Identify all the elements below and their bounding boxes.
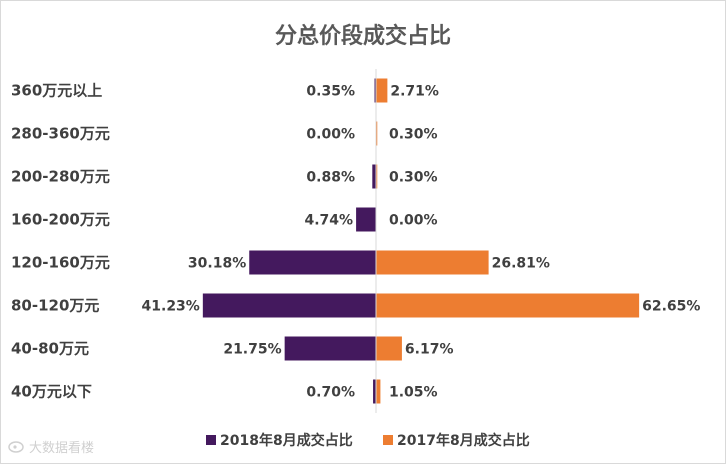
data-label-series1: 41.23%: [142, 299, 200, 315]
category-label: 200-280万元: [11, 168, 110, 186]
data-label-series2: 0.30%: [389, 127, 438, 143]
watermark: 大数据看楼: [8, 440, 94, 456]
bar-series1: [249, 250, 376, 275]
bar-series2: [376, 379, 381, 404]
bar-series2: [376, 121, 378, 146]
data-label-series1: 21.75%: [223, 342, 281, 358]
data-label-series2: 0.30%: [389, 170, 438, 186]
bar-series2: [376, 78, 388, 103]
bar-series1: [372, 164, 376, 189]
legend-label: 2017年8月成交占比: [397, 432, 530, 449]
bar-series1: [202, 293, 376, 318]
bar-series1: [374, 78, 376, 103]
category-label: 360万元以上: [11, 82, 102, 100]
weibo-logo-icon: [8, 441, 24, 453]
data-label-series2: 1.05%: [389, 385, 438, 401]
data-label-series1: 0.35%: [306, 84, 355, 100]
category-label: 280-360万元: [11, 125, 110, 143]
bar-series2: [376, 250, 489, 275]
bar-series2: [376, 164, 378, 189]
plot-area: 360万元以上 0.35% 2.71% 280-360万元 0.00% 0.30% 200-…: [11, 78, 700, 404]
bar-series2: [376, 293, 640, 318]
data-label-series2: 0.00%: [389, 213, 438, 229]
category-label: 40-80万元: [11, 340, 89, 358]
legend: 2018年8月成交占比 2017年8月成交占比: [206, 432, 530, 449]
data-label-series2: 26.81%: [492, 256, 550, 272]
legend-label: 2018年8月成交占比: [220, 432, 353, 449]
data-label-series1: 30.18%: [188, 256, 246, 272]
data-label-series1: 0.70%: [306, 385, 355, 401]
legend-swatch: [206, 435, 216, 445]
bar-series1: [284, 336, 376, 361]
data-label-series2: 2.71%: [390, 84, 439, 100]
data-label-series2: 62.65%: [642, 299, 700, 315]
data-label-series2: 6.17%: [405, 342, 454, 358]
watermark-text: 大数据看楼: [29, 440, 94, 456]
data-label-series1: 4.74%: [305, 213, 354, 229]
bar-series1: [373, 379, 376, 404]
category-label: 160-200万元: [11, 211, 110, 229]
data-label-series1: 0.00%: [306, 127, 355, 143]
data-label-series1: 0.88%: [306, 170, 355, 186]
category-label: 40万元以下: [11, 383, 92, 401]
bar-series2: [376, 336, 402, 361]
bar-series1: [356, 207, 376, 232]
legend-swatch: [383, 435, 393, 445]
chart-title: 分总价段成交占比: [275, 23, 451, 49]
category-label: 80-120万元: [11, 297, 99, 315]
category-label: 120-160万元: [11, 254, 110, 272]
